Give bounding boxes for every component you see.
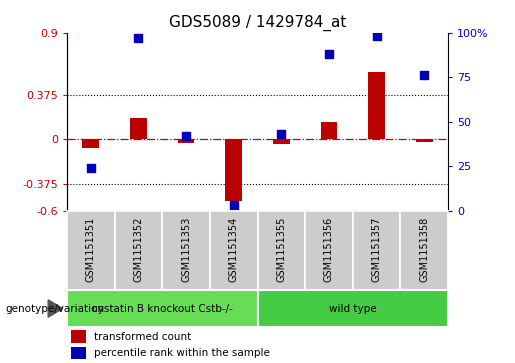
Point (325, 51, 333, 57)
Text: GSM1151354: GSM1151354 (229, 217, 238, 282)
Point (277, 131, 285, 137)
Text: genotype/variation: genotype/variation (5, 303, 104, 314)
Title: GDS5089 / 1429784_at: GDS5089 / 1429784_at (169, 15, 346, 31)
Point (230, 202, 238, 208)
Bar (71, 330, 86, 343)
Bar (71, 347, 86, 359)
Bar (114, 211, 162, 290)
Bar (305, 211, 353, 290)
Bar (353, 211, 401, 290)
Text: GSM1151356: GSM1151356 (324, 217, 334, 282)
Text: wild type: wild type (329, 303, 376, 314)
Point (372, 33, 381, 39)
Text: transformed count: transformed count (94, 332, 191, 342)
Bar (416, 139, 433, 142)
Bar (67, 211, 114, 290)
Point (420, 73, 428, 78)
Text: cystatin B knockout Cstb-/-: cystatin B knockout Cstb-/- (92, 303, 233, 314)
Bar (226, 139, 242, 201)
Point (182, 133, 190, 139)
Bar (321, 122, 337, 139)
Bar (368, 72, 385, 139)
Text: GSM1151352: GSM1151352 (133, 217, 143, 282)
Bar (273, 139, 289, 144)
Bar (130, 118, 147, 139)
Bar (258, 290, 448, 327)
Text: GSM1151355: GSM1151355 (277, 217, 286, 282)
Point (134, 35, 143, 41)
Point (87, 165, 95, 171)
Bar (178, 139, 194, 143)
Text: GSM1151353: GSM1151353 (181, 217, 191, 282)
Bar (258, 211, 305, 290)
Bar (82, 139, 99, 148)
Text: percentile rank within the sample: percentile rank within the sample (94, 348, 269, 358)
Bar (210, 211, 258, 290)
Bar (162, 211, 210, 290)
Bar (67, 290, 258, 327)
Text: GSM1151358: GSM1151358 (419, 217, 429, 282)
Text: GSM1151351: GSM1151351 (86, 217, 96, 282)
Bar (401, 211, 448, 290)
Text: GSM1151357: GSM1151357 (372, 217, 382, 282)
Polygon shape (48, 300, 63, 317)
